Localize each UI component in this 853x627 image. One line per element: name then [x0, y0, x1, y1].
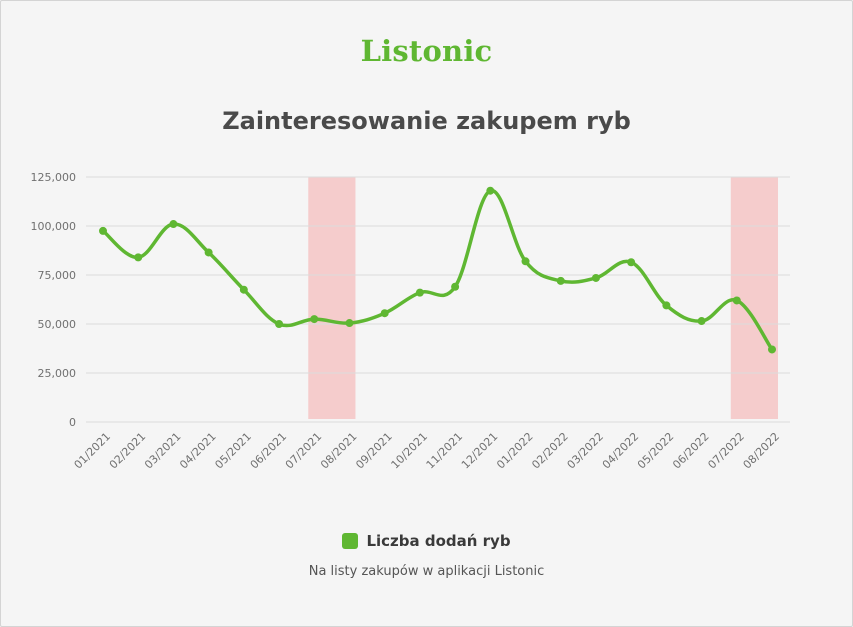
- data-point: [99, 226, 107, 235]
- data-point: [415, 288, 424, 297]
- y-tick-label: 125,000: [31, 171, 77, 184]
- brand-logo: Listonic: [360, 34, 493, 68]
- data-point: [345, 319, 354, 328]
- data-point: [662, 301, 671, 310]
- x-tick-label: 02/2021: [107, 430, 149, 472]
- x-tick-label: 08/2022: [741, 430, 783, 472]
- y-tick-label: 25,000: [38, 367, 77, 380]
- x-axis-ticks: 01/202102/202103/202104/202105/202106/20…: [72, 430, 783, 472]
- highlight-bands: [308, 177, 778, 419]
- data-point: [169, 220, 178, 229]
- y-tick-label: 50,000: [38, 318, 77, 331]
- x-tick-label: 04/2022: [600, 430, 642, 472]
- data-point: [627, 258, 636, 267]
- data-point: [697, 317, 706, 326]
- chart-footnote: Na listy zakupów w aplikacji Listonic: [308, 564, 545, 579]
- x-tick-label: 03/2022: [565, 430, 607, 472]
- data-point: [451, 282, 460, 291]
- data-point: [310, 315, 319, 324]
- legend-swatch: [342, 533, 359, 549]
- x-tick-label: 06/2021: [248, 430, 290, 472]
- data-point: [134, 253, 143, 262]
- y-tick-label: 100,000: [31, 220, 77, 233]
- x-tick-label: 05/2021: [212, 430, 254, 472]
- x-tick-label: 12/2021: [459, 430, 501, 472]
- x-tick-label: 08/2021: [318, 430, 360, 472]
- x-tick-label: 10/2021: [389, 430, 431, 472]
- x-tick-label: 01/2021: [72, 430, 114, 472]
- series-points: [99, 186, 776, 354]
- x-tick-label: 11/2021: [424, 430, 466, 472]
- x-tick-label: 05/2022: [635, 430, 677, 472]
- data-point: [521, 257, 530, 266]
- legend: Liczba dodań ryb: [0, 532, 853, 550]
- x-tick-label: 09/2021: [353, 430, 395, 472]
- y-tick-label: 0: [69, 416, 76, 429]
- x-tick-label: 01/2022: [494, 430, 536, 472]
- x-tick-label: 03/2021: [142, 430, 184, 472]
- series-line: [101, 188, 774, 352]
- data-point: [732, 296, 741, 305]
- x-tick-label: 07/2021: [283, 430, 325, 472]
- data-point: [486, 186, 495, 195]
- data-point: [380, 309, 389, 318]
- data-point: [204, 248, 213, 257]
- legend-label: Liczba dodań ryb: [366, 532, 511, 550]
- data-point: [239, 285, 248, 294]
- x-tick-label: 07/2022: [705, 430, 747, 472]
- y-axis-ticks: 0 25,000 50,000 75,000 100,000 125,000: [31, 171, 77, 429]
- data-point: [768, 345, 776, 354]
- x-tick-label: 02/2022: [529, 430, 571, 472]
- highlight-band-1: [308, 177, 356, 419]
- gridlines: [86, 176, 790, 423]
- data-point: [556, 276, 565, 285]
- chart-title: Zainteresowanie zakupem ryb: [222, 107, 631, 135]
- x-tick-label: 06/2022: [670, 430, 712, 472]
- data-point: [275, 320, 284, 328]
- y-tick-label: 75,000: [38, 269, 77, 282]
- data-point: [591, 273, 600, 282]
- x-tick-label: 04/2021: [177, 430, 219, 472]
